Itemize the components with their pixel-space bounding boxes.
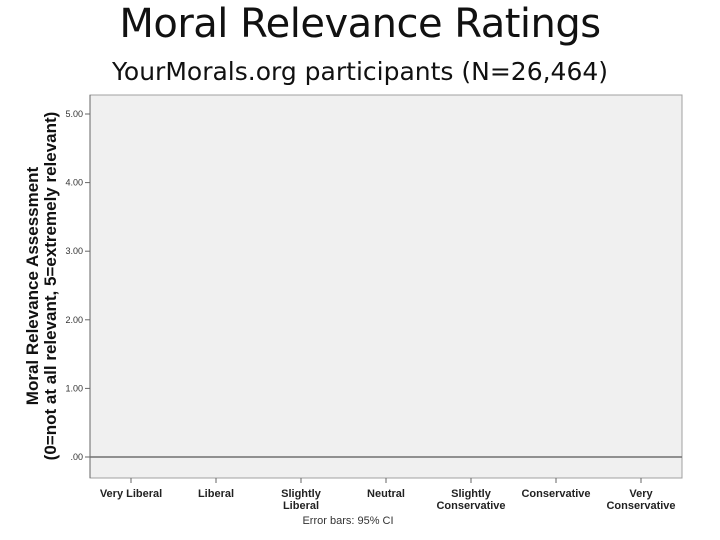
plot-area: [89, 94, 683, 479]
y-tick-label: 4.00: [65, 178, 83, 188]
y-tick-label: 2.00: [65, 315, 83, 325]
y-tick-label: 3.00: [65, 246, 83, 256]
x-category-label: Liberal: [283, 500, 319, 512]
y-tick-label: 5.00: [65, 109, 83, 119]
x-category-label: Neutral: [367, 488, 405, 500]
x-axis: Very Liberal Liberal SlightlyLiberalNeutra…: [100, 478, 676, 512]
x-category-label: Slightly: [281, 488, 322, 500]
x-category-label: Liberal: [198, 488, 234, 500]
x-category-label: Conservative: [521, 488, 590, 500]
x-category-label: Slightly: [451, 488, 492, 500]
x-category-label: Very: [629, 488, 653, 500]
chart-title: Moral Relevance Ratings: [119, 1, 601, 47]
y-axis-title: Moral Relevance Assessment: [23, 166, 42, 405]
y-tick-label: .00: [70, 452, 83, 462]
x-category-label: Very Liberal: [100, 488, 162, 500]
x-category-label: Conservative: [436, 500, 505, 512]
error-bars-note: Error bars: 95% CI: [302, 515, 393, 527]
y-tick-label: 1.00: [65, 383, 83, 393]
y-axis-subtitle: (0=not at all relevant, 5=extremely rele…: [41, 112, 60, 461]
y-axis: 5.00 4.00 3.00 2.00 1.00 .00: [65, 95, 91, 478]
x-category-label: Conservative: [606, 500, 675, 512]
chart-subtitle: YourMorals.org participants (N=26,464): [111, 57, 609, 86]
